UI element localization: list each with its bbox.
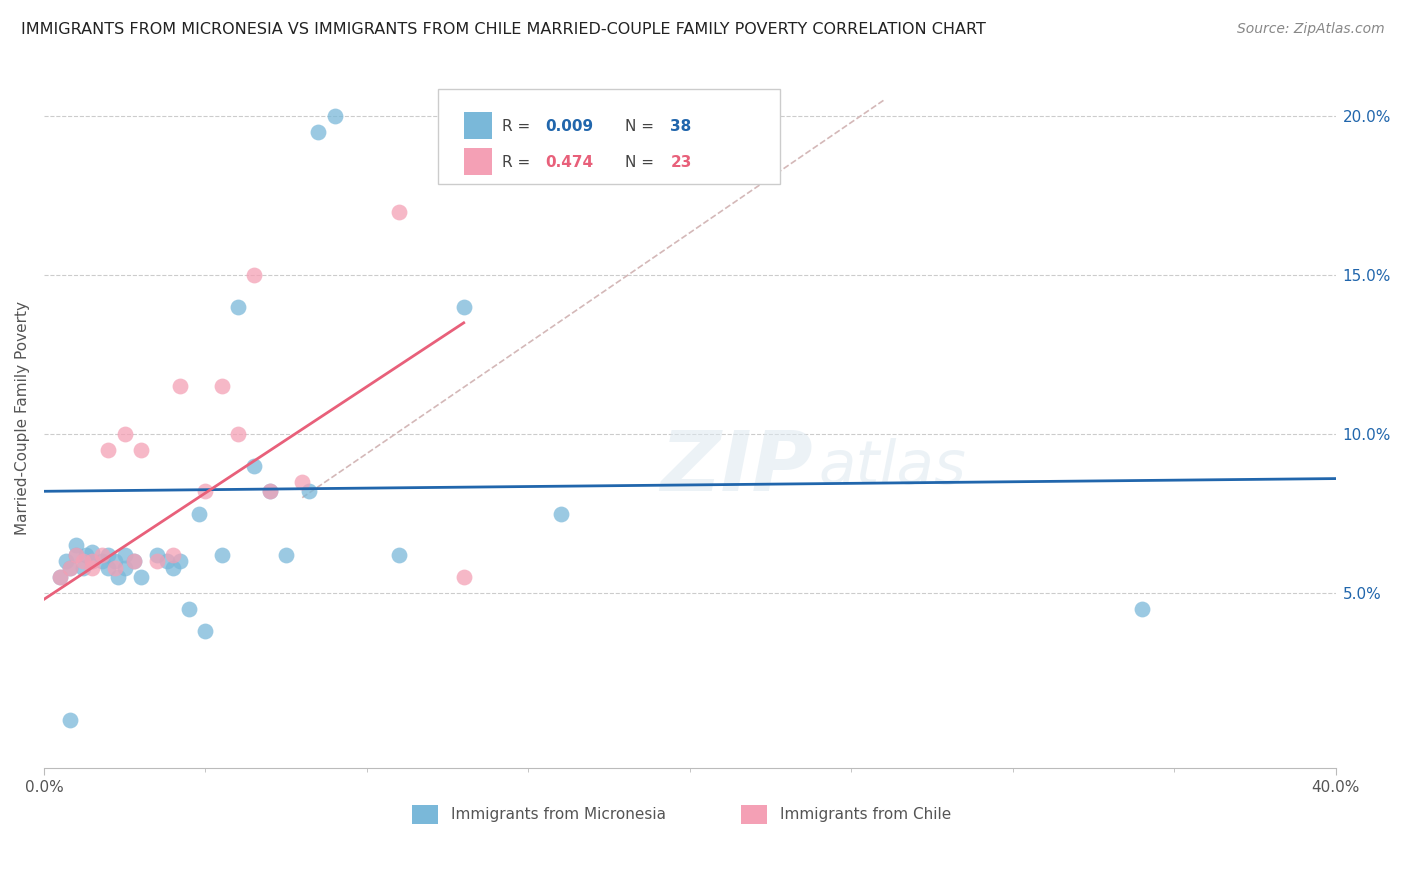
Text: Source: ZipAtlas.com: Source: ZipAtlas.com [1237, 22, 1385, 37]
Point [1130, 602, 1153, 616]
Point [323, 109, 346, 123]
Point [82, 554, 104, 568]
Point [65, 548, 87, 562]
FancyBboxPatch shape [464, 148, 492, 175]
Point [226, 300, 249, 314]
Point [259, 484, 281, 499]
Text: 23: 23 [671, 155, 692, 170]
Point [388, 548, 411, 562]
Point [59, 560, 82, 574]
Point [49, 570, 72, 584]
Point [91, 548, 114, 562]
Point [169, 379, 191, 393]
Point [114, 548, 136, 562]
Text: 0.474: 0.474 [546, 155, 593, 170]
Point [49, 570, 72, 584]
Text: R =: R = [502, 155, 536, 170]
Point [129, 442, 152, 457]
Point [291, 475, 314, 489]
Point [114, 427, 136, 442]
Point [453, 300, 475, 314]
Point [82, 544, 104, 558]
Text: ZIP: ZIP [659, 426, 813, 508]
Text: Immigrants from Micronesia: Immigrants from Micronesia [451, 807, 666, 822]
FancyBboxPatch shape [741, 805, 768, 824]
Point [453, 570, 475, 584]
Point [114, 560, 136, 574]
Point [298, 484, 321, 499]
Point [97, 442, 120, 457]
Text: 0.009: 0.009 [546, 119, 593, 134]
Text: IMMIGRANTS FROM MICRONESIA VS IMMIGRANTS FROM CHILE MARRIED-COUPLE FAMILY POVERT: IMMIGRANTS FROM MICRONESIA VS IMMIGRANTS… [21, 22, 986, 37]
Point [104, 560, 127, 574]
Point [162, 548, 184, 562]
Point [162, 560, 184, 574]
Point [129, 570, 152, 584]
Point [211, 379, 233, 393]
Point [65, 538, 87, 552]
Point [107, 570, 129, 584]
Point [307, 125, 329, 139]
Point [97, 548, 120, 562]
Point [259, 484, 281, 499]
Point [59, 713, 82, 727]
Point [155, 554, 177, 568]
Text: 38: 38 [671, 119, 692, 134]
Point [146, 548, 169, 562]
FancyBboxPatch shape [437, 89, 780, 184]
FancyBboxPatch shape [464, 112, 492, 139]
Point [124, 554, 146, 568]
Point [243, 458, 266, 473]
Point [211, 548, 233, 562]
Point [169, 554, 191, 568]
Point [179, 602, 201, 616]
Point [550, 507, 572, 521]
Point [274, 548, 297, 562]
Point [187, 507, 209, 521]
Point [194, 624, 217, 639]
Text: N =: N = [626, 155, 659, 170]
Point [243, 268, 266, 282]
Point [72, 560, 94, 574]
Text: R =: R = [502, 119, 536, 134]
Y-axis label: Married-Couple Family Poverty: Married-Couple Family Poverty [15, 301, 30, 535]
Point [59, 560, 82, 574]
Point [65, 548, 87, 562]
Point [104, 554, 127, 568]
Point [146, 554, 169, 568]
Point [72, 554, 94, 568]
Point [97, 560, 120, 574]
Point [388, 204, 411, 219]
Text: atlas: atlas [818, 438, 967, 497]
Point [82, 554, 104, 568]
Point [91, 554, 114, 568]
Point [226, 427, 249, 442]
Text: N =: N = [626, 119, 659, 134]
Point [75, 548, 97, 562]
Text: Immigrants from Chile: Immigrants from Chile [780, 807, 952, 822]
FancyBboxPatch shape [412, 805, 437, 824]
Point [124, 554, 146, 568]
Point [194, 484, 217, 499]
Point [55, 554, 77, 568]
Point [82, 560, 104, 574]
